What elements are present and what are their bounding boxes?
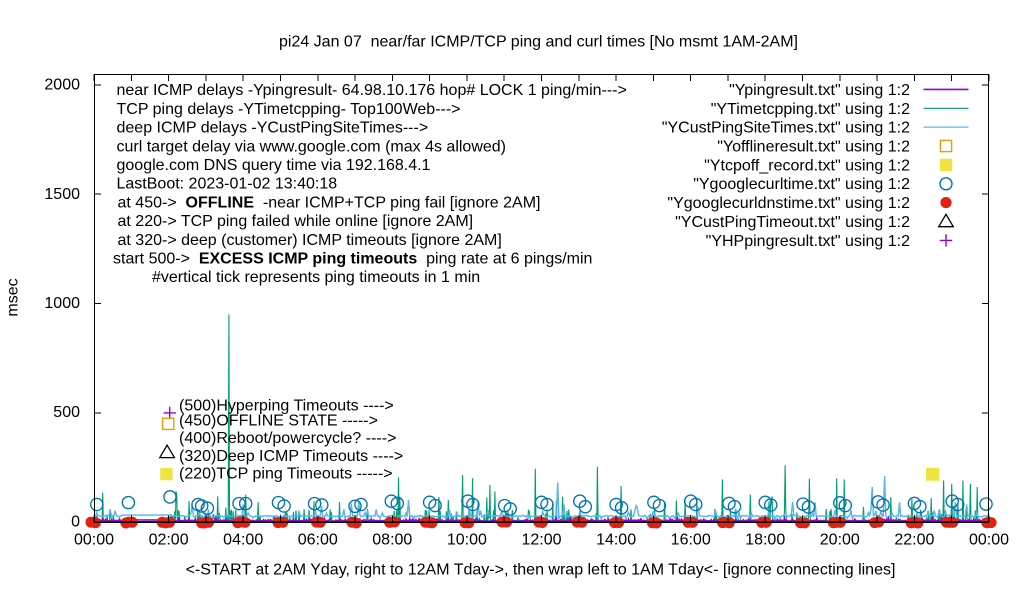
svg-text:LastBoot: 2023-01-02 13:40:18: LastBoot: 2023-01-02 13:40:18: [117, 176, 338, 193]
svg-text:"Ypingresult.txt" using 1:2: "Ypingresult.txt" using 1:2: [729, 82, 910, 99]
svg-text:0: 0: [71, 514, 80, 531]
svg-text:"Ygooglecurltime.txt" using 1:: "Ygooglecurltime.txt" using 1:2: [693, 176, 910, 193]
svg-text:"YCustPingTimeout.txt" using 1: "YCustPingTimeout.txt" using 1:2: [675, 214, 910, 231]
svg-text:(500)Hyperping Timeouts ---->: (500)Hyperping Timeouts ---->: [179, 398, 394, 415]
svg-text:16:00: 16:00: [671, 532, 711, 549]
svg-text:TCP ping delays -YTimetcpping-: TCP ping delays -YTimetcpping- Top100Web…: [117, 101, 461, 118]
svg-text:start 500-> EXCESS ICMP ping: start 500-> EXCESS ICMP ping timeouts pi…: [113, 251, 592, 268]
svg-text:04:00: 04:00: [223, 532, 263, 549]
svg-text:<-START at 2AM Yday, right to: <-START at 2AM Yday, right to 12AM Tday-…: [186, 562, 896, 579]
svg-text:(450)OFFLINE STATE ----->: (450)OFFLINE STATE ----->: [179, 413, 378, 430]
svg-text:deep ICMP delays -YCustPingSit: deep ICMP delays -YCustPingSiteTimes--->: [117, 120, 429, 137]
svg-text:12:00: 12:00: [521, 532, 561, 549]
svg-text:at 320-> deep (customer) ICMP: at 320-> deep (customer) ICMP timeouts […: [118, 232, 502, 249]
svg-text:1000: 1000: [44, 295, 80, 312]
svg-text:at 220-> TCP ping failed while: at 220-> TCP ping failed while online [i…: [118, 213, 474, 230]
svg-text:(400)Reboot/powercycle? ---->: (400)Reboot/powercycle? ---->: [179, 430, 396, 447]
svg-text:pi24 Jan 07 near/far ICMP/TCP: pi24 Jan 07 near/far ICMP/TCP ping and c…: [279, 34, 798, 51]
svg-text:(320)Deep ICMP Timeouts ---->: (320)Deep ICMP Timeouts ---->: [179, 448, 403, 465]
svg-text:14:00: 14:00: [596, 532, 636, 549]
svg-text:"Ytcpoff_record.txt" using 1:2: "Ytcpoff_record.txt" using 1:2: [704, 157, 910, 174]
svg-text:18:00: 18:00: [745, 532, 785, 549]
svg-text:near ICMP delays -Ypingresult-: near ICMP delays -Ypingresult- 64.98.10.…: [117, 82, 627, 99]
svg-text:"YHPpingresult.txt" using 1:2: "YHPpingresult.txt" using 1:2: [706, 233, 910, 250]
svg-text:10:00: 10:00: [447, 532, 487, 549]
svg-text:2000: 2000: [44, 77, 80, 94]
svg-text:"Yofflineresult.txt" using 1:2: "Yofflineresult.txt" using 1:2: [717, 139, 910, 156]
svg-text:00:00: 00:00: [74, 532, 114, 549]
svg-text:msec: msec: [5, 278, 22, 316]
svg-text:500: 500: [53, 404, 80, 421]
svg-text:"YTimetcpping.txt" using 1:2: "YTimetcpping.txt" using 1:2: [711, 101, 910, 118]
svg-text:"Ygooglecurldnstime.txt" using: "Ygooglecurldnstime.txt" using 1:2: [667, 195, 910, 212]
svg-text:20:00: 20:00: [820, 532, 860, 549]
svg-text:(220)TCP ping Timeouts ----->: (220)TCP ping Timeouts ----->: [179, 466, 393, 483]
svg-text:00:00: 00:00: [969, 532, 1009, 549]
svg-text:"YCustPingSiteTimes.txt" using: "YCustPingSiteTimes.txt" using 1:2: [662, 120, 910, 137]
svg-text:curl target delay via www.goog: curl target delay via www.google.com (ma…: [117, 138, 507, 155]
svg-text:google.com DNS query time via: google.com DNS query time via 192.168.4.…: [117, 157, 431, 174]
svg-text:at 450-> OFFLINE -near ICMP+: at 450-> OFFLINE -near ICMP+TCP ping fai…: [118, 194, 541, 211]
svg-text:#vertical tick represents ping: #vertical tick represents ping timeouts …: [152, 269, 480, 286]
svg-text:08:00: 08:00: [372, 532, 412, 549]
svg-text:06:00: 06:00: [298, 532, 338, 549]
svg-text:22:00: 22:00: [894, 532, 934, 549]
svg-text:1500: 1500: [44, 186, 80, 203]
svg-text:02:00: 02:00: [149, 532, 189, 549]
